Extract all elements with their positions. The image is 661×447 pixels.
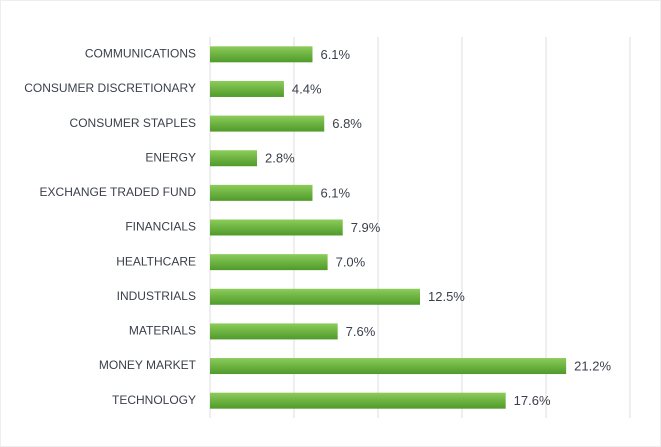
value-label: 2.8% [265, 151, 295, 166]
value-label: 17.6% [514, 393, 551, 408]
category-label: MONEY MARKET [99, 358, 197, 372]
value-label: 6.8% [332, 116, 362, 131]
bar [210, 358, 567, 375]
bar [210, 392, 506, 409]
value-label: 4.4% [292, 81, 322, 96]
value-label: 7.9% [351, 220, 381, 235]
category-label: FINANCIALS [125, 220, 196, 234]
bar [210, 323, 338, 340]
bar [210, 254, 328, 271]
bar [210, 150, 258, 167]
value-label: 6.1% [320, 47, 350, 62]
category-label: CONSUMER STAPLES [70, 116, 196, 130]
value-label: 21.2% [574, 358, 611, 373]
value-label: 6.1% [320, 185, 350, 200]
bar [210, 184, 313, 201]
category-label: INDUSTRIALS [117, 289, 196, 303]
category-label: EXCHANGE TRADED FUND [40, 185, 197, 199]
category-label: CONSUMER DISCRETIONARY [24, 81, 196, 95]
category-label: HEALTHCARE [116, 254, 196, 268]
bar [210, 46, 313, 63]
bar [210, 219, 343, 236]
value-label: 7.0% [336, 255, 366, 270]
bar [210, 288, 420, 305]
category-label: ENERGY [145, 150, 196, 164]
bar [210, 115, 325, 132]
category-label: MATERIALS [129, 324, 196, 338]
category-label: TECHNOLOGY [112, 393, 196, 407]
bar [210, 80, 284, 97]
value-label: 7.6% [346, 324, 376, 339]
value-label: 12.5% [428, 289, 465, 304]
category-label: COMMUNICATIONS [85, 46, 196, 60]
